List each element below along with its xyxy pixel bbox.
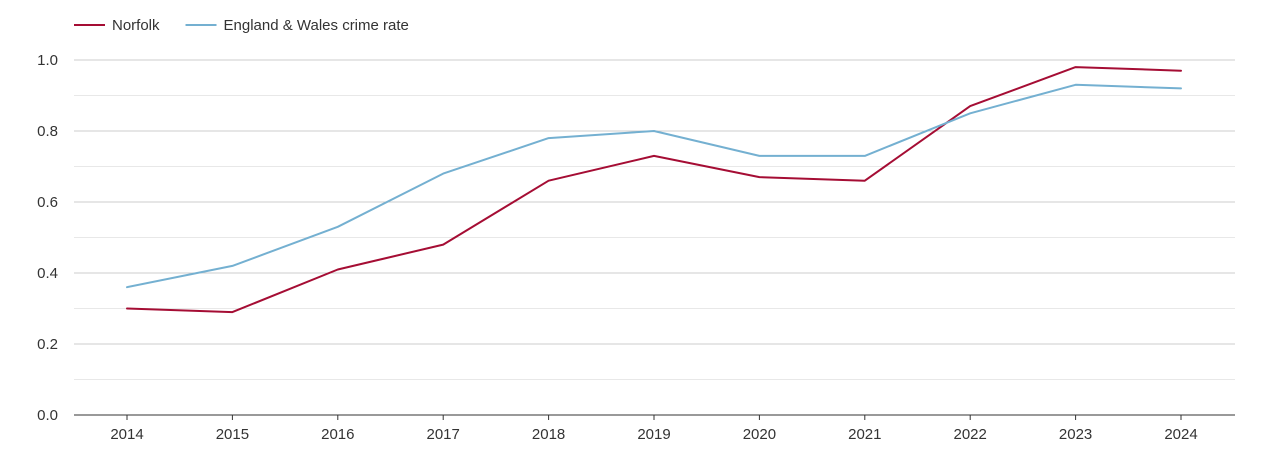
x-tick-label: 2017 — [427, 426, 460, 443]
x-tick-label: 2015 — [216, 426, 249, 443]
y-tick-label: 0.8 — [37, 123, 58, 140]
x-tick-label: 2016 — [321, 426, 354, 443]
series-line-england-wales — [126, 83, 1182, 289]
x-tick-label: 2014 — [110, 426, 143, 443]
x-tick-label: 2022 — [954, 426, 987, 443]
y-tick-label: 0.0 — [37, 407, 58, 424]
y-tick-label: 0.4 — [37, 265, 58, 282]
series-group — [126, 66, 1182, 314]
y-axis: 0.0 0.2 0.4 0.6 0.8 1.0 — [37, 52, 58, 424]
x-tick-label: 2023 — [1059, 426, 1092, 443]
y-tick-label: 0.2 — [37, 336, 58, 353]
legend-label: England & Wales crime rate — [224, 17, 409, 34]
x-axis: 2014 2015 2016 2017 2018 2019 2020 2021 2022 2023… — [74, 414, 1235, 443]
x-tick-label: 2020 — [743, 426, 776, 443]
series-line-norfolk — [126, 66, 1182, 314]
y-tick-label: 0.6 — [37, 194, 58, 211]
legend-item-norfolk: Norfolk — [74, 17, 160, 34]
x-tick-label: 2024 — [1164, 426, 1197, 443]
x-tick-label: 2021 — [848, 426, 881, 443]
gridlines — [74, 59, 1235, 380]
x-tick-label: 2018 — [532, 426, 565, 443]
legend-item-england-wales: England & Wales crime rate — [185, 17, 409, 34]
legend-label: Norfolk — [112, 17, 160, 34]
x-tick-label: 2019 — [637, 426, 670, 443]
legend: Norfolk England & Wales crime rate — [74, 17, 409, 34]
y-tick-label: 1.0 — [37, 52, 58, 69]
